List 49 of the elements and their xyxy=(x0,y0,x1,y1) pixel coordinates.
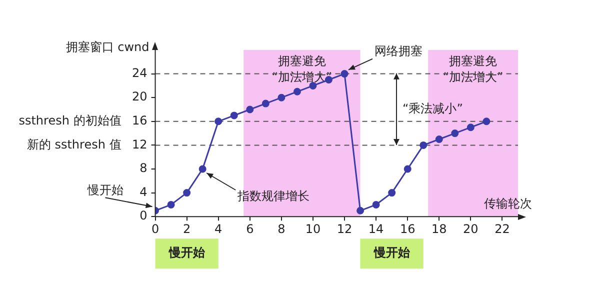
point xyxy=(466,124,474,132)
point xyxy=(404,165,412,173)
x-tick-label: 6 xyxy=(246,222,254,236)
y-axis-title: 拥塞窗口 cwnd xyxy=(66,40,150,54)
x-axis-title: 传输轮次 xyxy=(484,196,532,211)
point xyxy=(214,118,222,126)
point xyxy=(262,100,270,108)
point xyxy=(293,88,301,96)
x-tick-label: 0 xyxy=(151,222,160,236)
x-tick-label: 12 xyxy=(336,222,352,236)
text: 慢开始 xyxy=(372,246,411,260)
point xyxy=(198,165,206,173)
y-tick-label: 20 xyxy=(132,90,148,104)
annotation: “乘法减小” xyxy=(402,101,463,116)
x-tick-label: 22 xyxy=(494,222,510,236)
point xyxy=(420,141,428,149)
y-tick-label: 0 xyxy=(140,208,148,223)
y-tick-label: 16 xyxy=(132,114,148,128)
point xyxy=(435,136,443,143)
x-tick-label: 8 xyxy=(278,222,286,236)
point xyxy=(183,189,191,197)
annotation: 指数规律增长 xyxy=(236,189,310,204)
point xyxy=(388,189,396,197)
x-tick-label: 10 xyxy=(305,222,321,236)
point xyxy=(246,106,254,114)
point xyxy=(356,206,364,214)
y-tick-label: 8 xyxy=(140,161,148,176)
x-tick-label: 14 xyxy=(368,222,384,236)
text: 慢开始 xyxy=(168,246,206,260)
annotation: 慢开始 xyxy=(86,182,124,197)
x-tick-label: 4 xyxy=(214,222,222,236)
point xyxy=(278,94,286,102)
y-tick-label: 4 xyxy=(140,184,148,199)
point xyxy=(451,130,459,138)
x-tick-label: 2 xyxy=(182,222,191,236)
point xyxy=(482,118,490,126)
ref-line-label: ssthresh 的初始值 xyxy=(18,114,122,128)
y-tick-label: 12 xyxy=(132,137,148,152)
annotation: 网络拥塞 xyxy=(374,44,423,58)
point xyxy=(372,200,380,208)
x-tick-label: 18 xyxy=(432,222,447,236)
point xyxy=(167,200,175,208)
x-tick-label: 20 xyxy=(463,222,478,236)
point xyxy=(325,76,332,84)
point xyxy=(230,112,238,120)
ref-line-label: 新的 ssthresh 值 xyxy=(26,137,122,152)
y-tick-label: 24 xyxy=(132,66,148,80)
x-tick-label: 16 xyxy=(400,222,416,236)
point xyxy=(340,70,348,78)
